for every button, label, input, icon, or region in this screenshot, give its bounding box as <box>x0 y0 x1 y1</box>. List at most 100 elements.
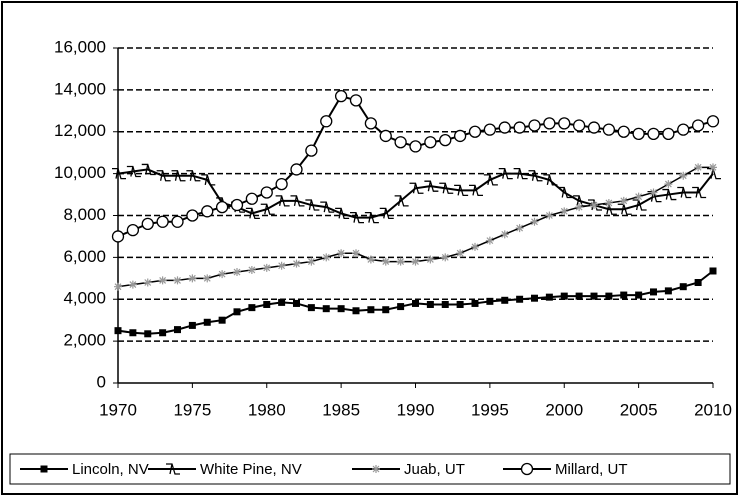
marker <box>141 163 156 176</box>
x-tick-label: 1975 <box>173 400 211 419</box>
marker-shape <box>604 198 613 207</box>
marker-shape <box>679 283 687 291</box>
marker <box>305 144 318 157</box>
marker-shape <box>515 224 524 233</box>
marker <box>513 121 526 134</box>
marker <box>247 265 256 274</box>
marker-shape <box>513 167 528 180</box>
marker-shape <box>201 205 214 218</box>
y-tick-label: 16,000 <box>54 37 106 56</box>
marker-shape <box>396 257 405 266</box>
marker <box>366 255 375 264</box>
marker-shape <box>453 129 467 143</box>
marker <box>471 299 479 307</box>
marker-shape <box>186 170 201 182</box>
marker <box>128 280 137 289</box>
marker <box>126 224 140 237</box>
marker-shape <box>275 177 288 191</box>
marker-shape <box>188 321 196 329</box>
marker <box>498 167 513 180</box>
marker-shape <box>215 200 229 214</box>
marker <box>186 170 201 182</box>
marker-shape <box>679 171 688 180</box>
y-tick-label: 12,000 <box>54 121 106 140</box>
marker <box>201 205 214 218</box>
marker-shape <box>454 184 469 197</box>
marker <box>483 123 497 136</box>
marker-shape <box>372 465 380 473</box>
marker <box>188 321 196 329</box>
marker <box>530 217 539 226</box>
marker <box>352 307 360 315</box>
marker <box>397 303 405 311</box>
y-tick-label: 14,000 <box>54 79 106 98</box>
y-tick-label: 2,000 <box>63 331 106 350</box>
marker <box>471 242 479 251</box>
marker-shape <box>230 198 244 212</box>
marker-shape <box>128 280 137 289</box>
marker <box>634 192 643 201</box>
series-line <box>117 168 714 219</box>
marker <box>485 236 494 245</box>
marker <box>248 304 256 312</box>
marker-shape <box>558 117 571 130</box>
marker <box>411 257 420 266</box>
marker-shape <box>322 253 331 262</box>
marker <box>498 121 511 134</box>
marker <box>441 300 449 308</box>
marker-shape <box>543 117 556 130</box>
marker-shape <box>307 304 315 312</box>
marker <box>469 184 483 197</box>
y-tick-label: 0 <box>97 372 106 391</box>
marker <box>166 463 180 475</box>
marker <box>215 200 229 214</box>
marker-shape <box>575 203 584 212</box>
marker <box>144 330 152 338</box>
marker-shape <box>441 300 449 308</box>
marker-shape <box>305 144 318 157</box>
marker <box>620 291 628 299</box>
marker-shape <box>439 182 454 194</box>
marker <box>528 170 543 182</box>
marker-shape <box>426 255 435 264</box>
marker <box>126 165 141 178</box>
marker <box>372 465 380 473</box>
marker-shape <box>617 125 630 138</box>
marker-shape <box>245 192 259 205</box>
x-tick-label: 2005 <box>620 400 658 419</box>
marker-shape <box>247 265 256 274</box>
marker-shape <box>513 121 526 134</box>
marker <box>516 295 524 303</box>
marker-shape <box>439 133 452 147</box>
marker <box>260 186 273 199</box>
marker-shape <box>171 215 184 228</box>
marker <box>605 292 613 300</box>
marker <box>320 115 333 128</box>
marker-shape <box>590 201 598 210</box>
marker-shape <box>692 186 707 199</box>
marker <box>709 267 717 275</box>
marker-shape <box>468 125 482 138</box>
marker-shape <box>426 300 434 308</box>
marker-shape <box>706 115 720 128</box>
y-tick-label: 6,000 <box>63 247 106 266</box>
marker <box>453 129 467 143</box>
marker-shape <box>350 211 364 224</box>
marker <box>545 211 554 220</box>
marker-shape <box>349 94 363 107</box>
marker <box>322 305 330 313</box>
marker-shape <box>587 121 601 134</box>
marker-shape <box>292 259 301 268</box>
marker-shape <box>498 167 513 180</box>
marker <box>364 211 379 224</box>
marker-shape <box>233 308 241 316</box>
marker <box>350 211 364 224</box>
marker-shape <box>335 207 350 220</box>
x-tick-label: 2000 <box>545 400 583 419</box>
marker <box>290 163 303 176</box>
marker-shape <box>366 255 375 264</box>
marker <box>171 170 186 182</box>
marker-shape <box>114 282 122 291</box>
marker <box>174 326 181 334</box>
marker-shape <box>233 268 241 277</box>
